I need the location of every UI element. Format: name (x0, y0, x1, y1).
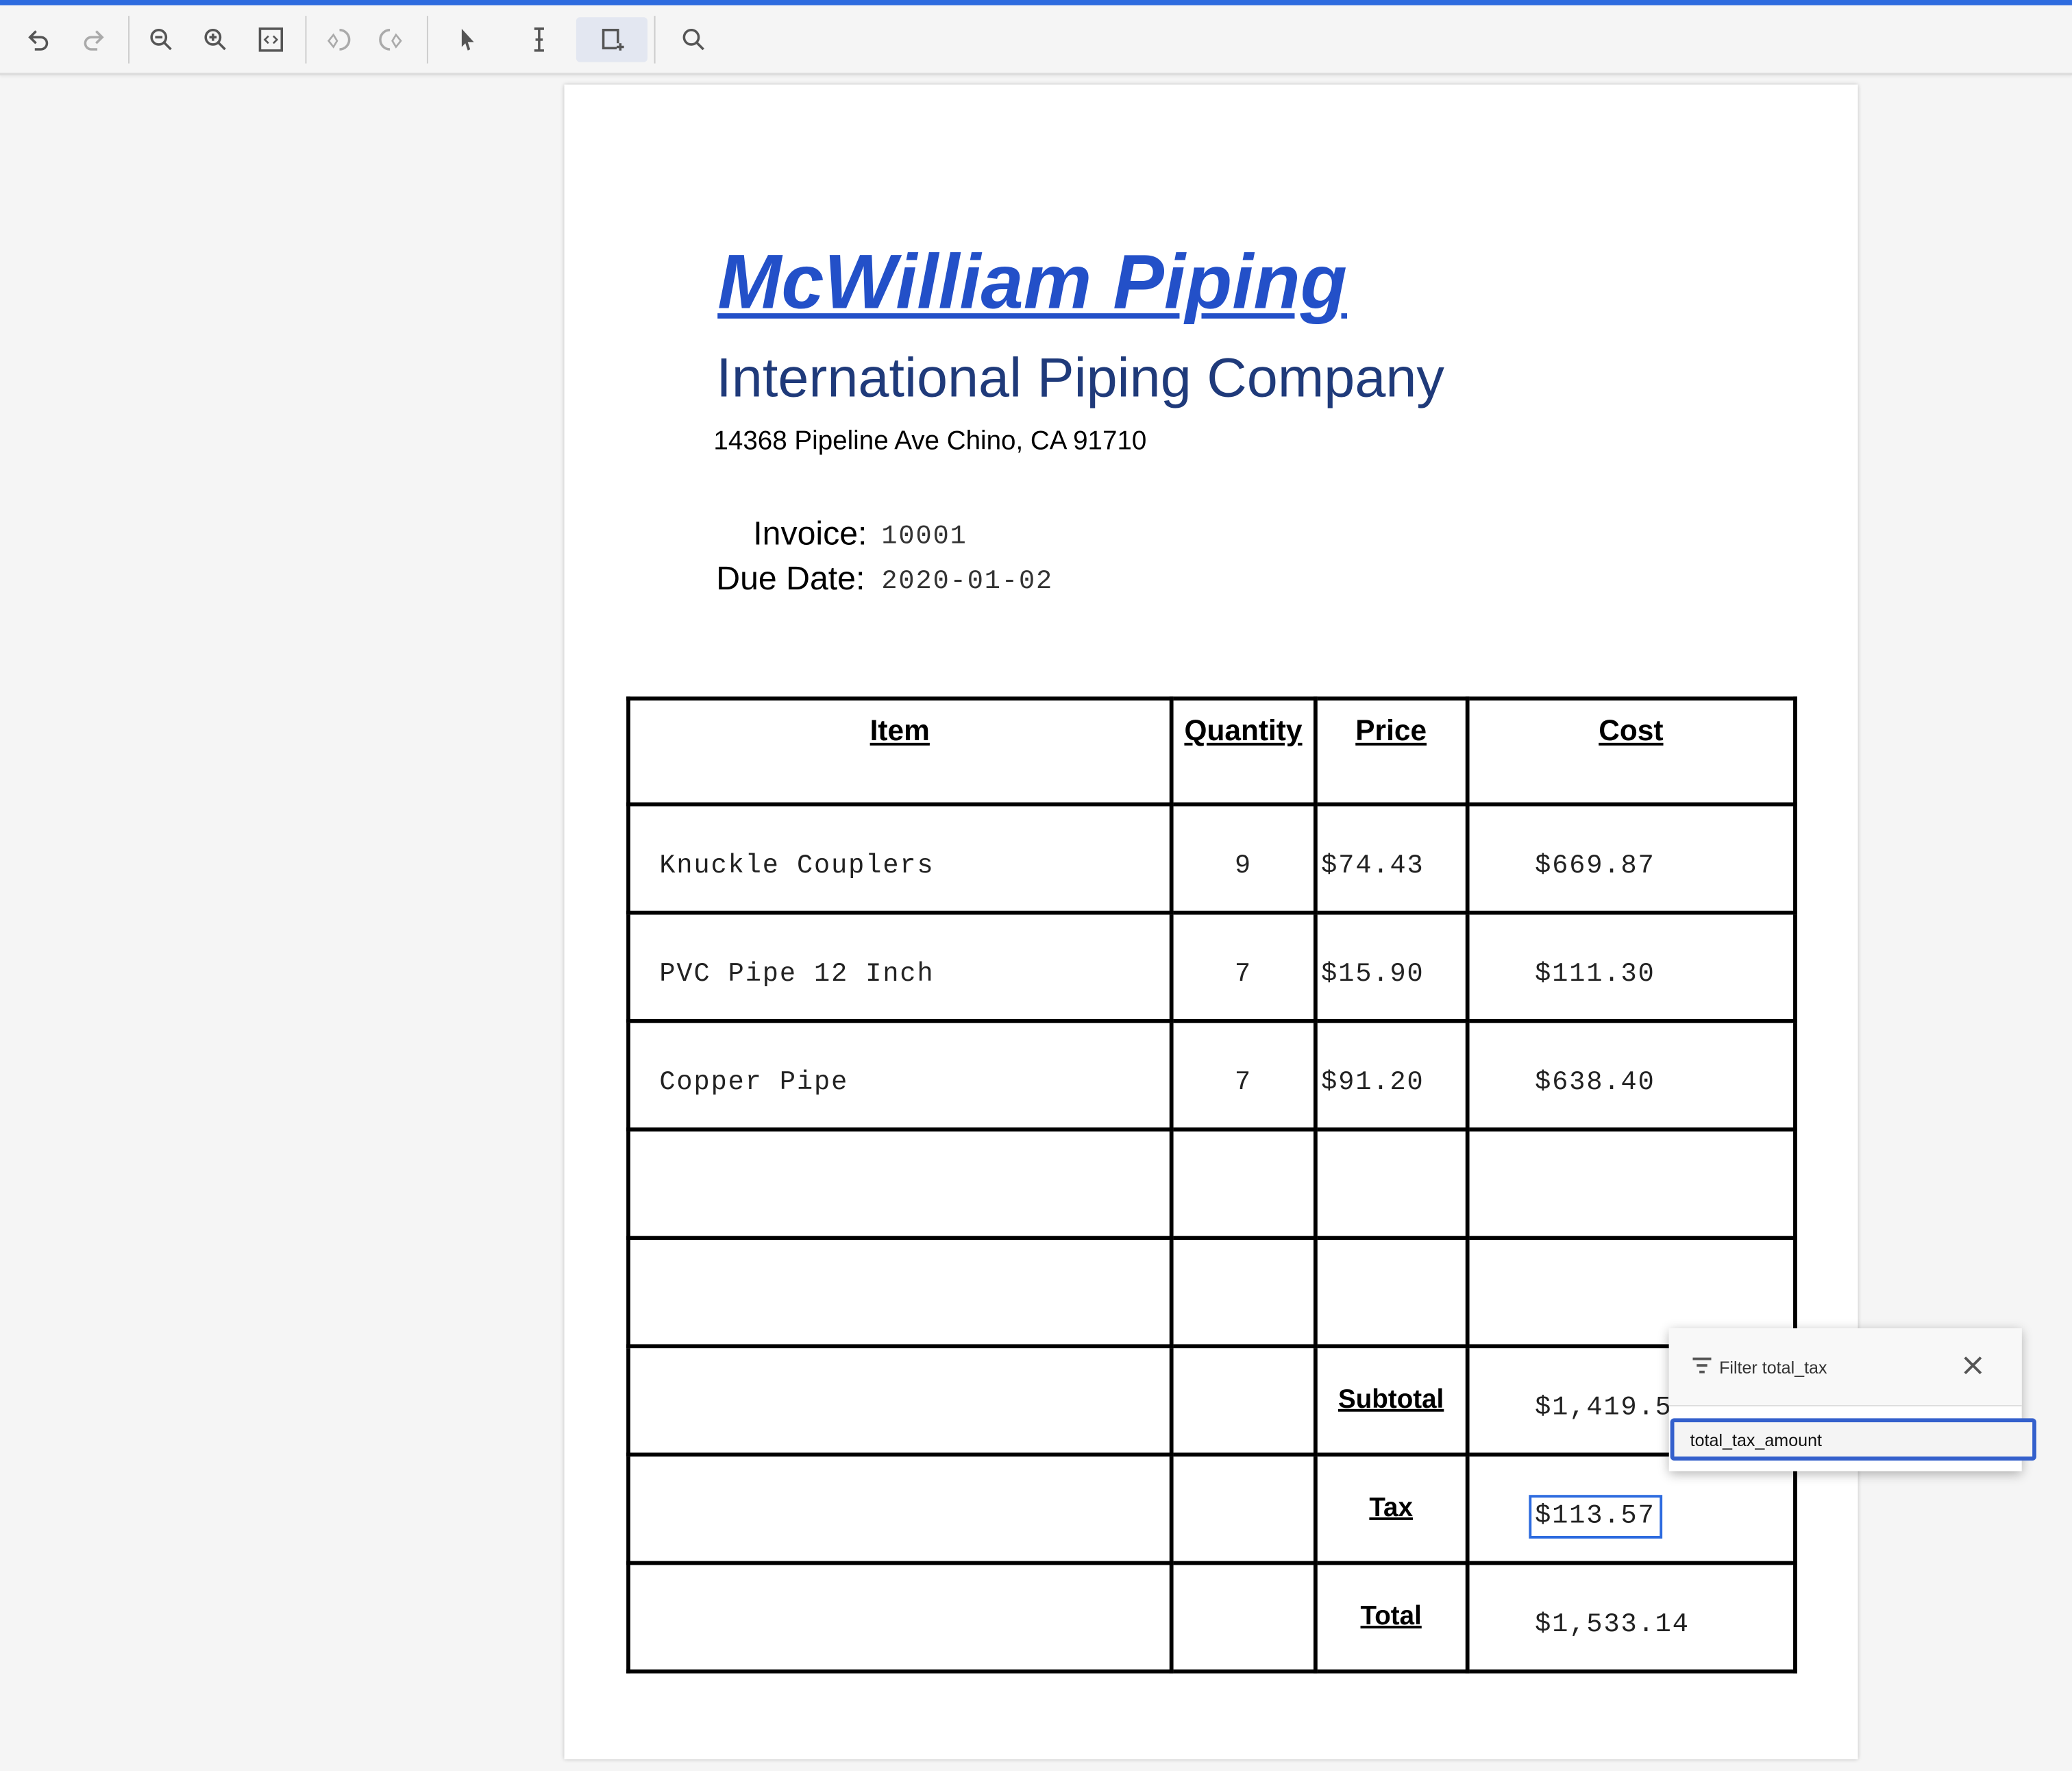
empty-cell (626, 1452, 1174, 1565)
filter-popup-header: Filter total_tax (1668, 1328, 2022, 1406)
separator (305, 16, 307, 64)
price-cell: $15.90 (1313, 910, 1469, 1023)
empty-cell (1169, 1127, 1318, 1240)
rotate-ccw-icon (327, 28, 351, 51)
rotate-cw-icon (379, 28, 402, 51)
pointer-tool-button[interactable] (445, 17, 491, 62)
tax-label: Tax (1313, 1452, 1469, 1565)
header-cost: Cost (1464, 696, 1797, 807)
separator (654, 16, 656, 64)
fit-page-button[interactable] (249, 17, 294, 62)
cost-cell: $111.30 (1464, 910, 1797, 1023)
text-select-button[interactable] (517, 17, 562, 62)
cost-cell: $638.40 (1464, 1018, 1797, 1132)
company-title: McWilliam Piping (717, 239, 1347, 326)
table-row: Knuckle Couplers 9 $74.43 $669.87 (626, 802, 1797, 915)
table-row: Copper Pipe 7 $91.20 $638.40 (626, 1018, 1797, 1132)
search-icon (682, 28, 704, 51)
table-header-row: Item Quantity Price Cost (626, 696, 1797, 807)
quantity-cell: 9 (1169, 802, 1318, 915)
due-date-label: Due Date: (716, 560, 865, 598)
empty-cell (1169, 1344, 1318, 1457)
document-page: McWilliam Piping International Piping Co… (564, 84, 1858, 1759)
rotate-ccw-button[interactable] (316, 17, 361, 62)
undo-button[interactable] (17, 17, 62, 62)
close-icon[interactable] (1962, 1355, 1984, 1376)
separator (128, 16, 130, 64)
redo-button[interactable] (70, 17, 115, 62)
total-label: Total (1313, 1561, 1469, 1674)
pointer-icon (461, 28, 474, 51)
empty-cell (626, 1561, 1174, 1674)
zoom-out-icon (150, 28, 172, 51)
empty-cell (1464, 1236, 1797, 1349)
rotate-cw-button[interactable] (369, 17, 414, 62)
filter-icon (1692, 1357, 1712, 1373)
table-row-empty (626, 1236, 1797, 1349)
price-cell: $74.43 (1313, 802, 1469, 915)
empty-cell (1313, 1236, 1469, 1349)
table-row-empty (626, 1127, 1797, 1240)
separator (426, 16, 428, 64)
empty-cell (626, 1236, 1174, 1349)
header-quantity: Quantity (1169, 696, 1318, 807)
empty-cell (1313, 1127, 1469, 1240)
header-item: Item (626, 696, 1174, 807)
draw-box-icon (602, 28, 624, 51)
item-cell: PVC Pipe 12 Inch (626, 910, 1174, 1023)
quantity-cell: 7 (1169, 1018, 1318, 1132)
cost-cell: $669.87 (1464, 802, 1797, 915)
toolbar (0, 5, 2072, 75)
invoice-label: Invoice: (753, 515, 867, 553)
zoom-out-button[interactable] (138, 17, 184, 62)
due-date-value: 2020-01-02 (881, 567, 1054, 598)
item-cell: Copper Pipe (626, 1018, 1174, 1132)
redo-icon (84, 30, 104, 51)
draw-box-button[interactable] (576, 17, 648, 62)
filter-input[interactable] (1670, 1418, 2036, 1461)
filter-popup-title: Filter total_tax (1719, 1357, 1827, 1378)
total-value: $1,533.14 (1464, 1561, 1797, 1674)
tax-row: Tax $113.57 (626, 1452, 1797, 1565)
empty-cell (1169, 1561, 1318, 1674)
company-subtitle: International Piping Company (716, 346, 1444, 408)
empty-cell (626, 1127, 1174, 1240)
search-button[interactable] (671, 17, 717, 62)
subtotal-label: Subtotal (1313, 1344, 1469, 1457)
total-row: Total $1,533.14 (626, 1561, 1797, 1674)
company-address: 14368 Pipeline Ave Chino, CA 91710 (713, 426, 1147, 456)
price-cell: $91.20 (1313, 1018, 1469, 1132)
tax-value-cell: $113.57 (1464, 1452, 1797, 1565)
table-row: PVC Pipe 12 Inch 7 $15.90 $111.30 (626, 910, 1797, 1023)
quantity-cell: 7 (1169, 910, 1318, 1023)
empty-cell (1169, 1236, 1318, 1349)
subtotal-row: Subtotal $1,419.57 (626, 1344, 1797, 1457)
filter-popup: Filter total_tax (1668, 1328, 2036, 1471)
empty-cell (626, 1344, 1174, 1457)
top-accent-bar (0, 0, 2072, 5)
invoice-table: Item Quantity Price Cost Knuckle Coupler… (626, 696, 1797, 1674)
item-cell: Knuckle Couplers (626, 802, 1174, 915)
text-cursor-icon (534, 27, 544, 52)
header-price: Price (1313, 696, 1469, 807)
empty-cell (1169, 1452, 1318, 1565)
fit-page-icon (258, 27, 284, 52)
empty-cell (1464, 1127, 1797, 1240)
invoice-number: 10001 (881, 522, 967, 553)
tax-value-selection[interactable]: $113.57 (1528, 1495, 1662, 1539)
undo-icon (28, 30, 49, 51)
zoom-in-icon (204, 28, 226, 51)
zoom-in-button[interactable] (193, 17, 238, 62)
